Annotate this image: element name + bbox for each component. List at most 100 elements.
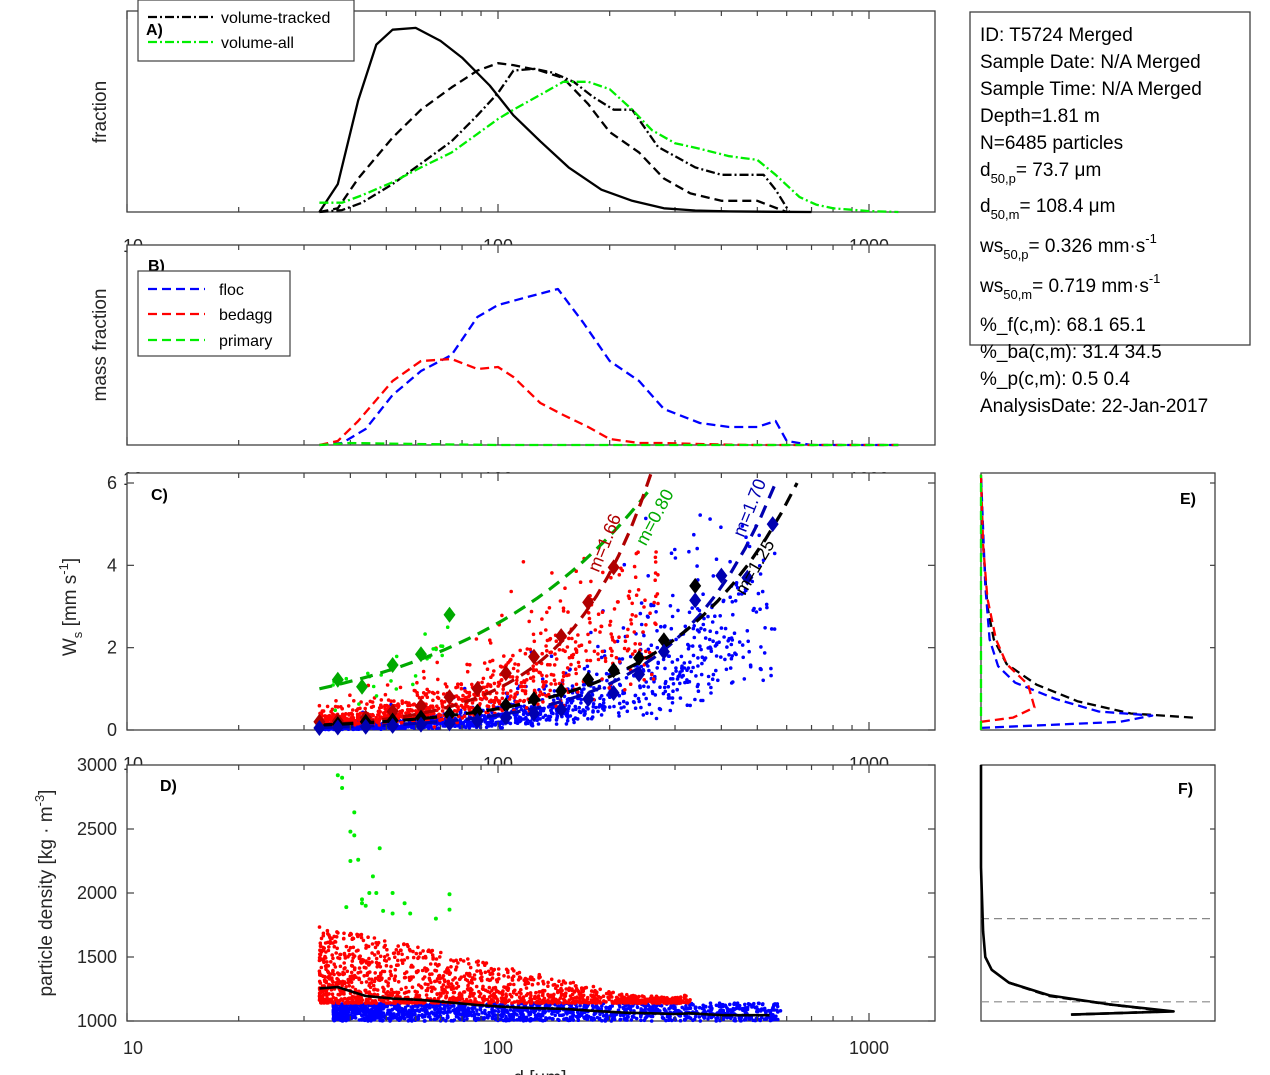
scatter-point-bedagg <box>653 621 657 625</box>
scatter-point-floc <box>678 1018 683 1023</box>
scatter-point-bedagg <box>518 648 522 653</box>
scatter-point-bedagg <box>529 609 534 614</box>
scatter-point-bedagg <box>352 699 356 703</box>
scatter-point-floc <box>482 714 487 719</box>
scatter-point-bedagg <box>555 990 560 995</box>
scatter-point-bedagg <box>533 994 537 999</box>
scatter-point-floc <box>580 690 584 695</box>
median-marker-all <box>499 697 512 714</box>
scatter-point-bedagg <box>627 589 632 594</box>
scatter-point-floc <box>649 711 654 716</box>
scatter-point-floc <box>433 1013 437 1018</box>
scatter-point-bedagg <box>350 998 355 1002</box>
scatter-point-floc <box>639 1018 643 1023</box>
scatter-point-floc <box>457 1009 461 1013</box>
scatter-point-bedagg <box>593 996 598 1001</box>
scatter-point-bedagg <box>474 637 479 641</box>
scatter-point-floc <box>591 702 596 706</box>
scatter-point-bedagg <box>364 946 368 950</box>
scatter-point-floc <box>690 644 695 648</box>
scatter-point-floc <box>695 564 699 568</box>
scatter-point-floc <box>730 1009 734 1014</box>
scatter-point-floc <box>367 1008 372 1013</box>
scatter-point-bedagg <box>511 666 516 671</box>
scatter-point-bedagg <box>552 678 557 682</box>
scatter-point-primary <box>445 625 450 629</box>
scatter-point-floc <box>582 687 586 691</box>
scatter-point-bedagg <box>458 957 463 962</box>
scatter-point-floc <box>668 696 672 700</box>
series-primary <box>319 441 899 447</box>
scatter-point-bedagg <box>532 639 537 644</box>
scatter-point-floc <box>688 703 692 708</box>
scatter-point-floc <box>628 1008 633 1012</box>
scatter-point-floc <box>444 1010 448 1015</box>
scatter-point-floc <box>600 1018 604 1023</box>
scatter-point-bedagg <box>603 659 608 664</box>
scatter-point-bedagg <box>462 714 467 718</box>
scatter-point-bedagg <box>335 946 340 951</box>
scatter-point-floc <box>398 1010 403 1014</box>
scatter-point-floc <box>633 706 638 710</box>
fit-line-primary-fit <box>319 485 654 691</box>
median-marker-bedagg <box>607 559 620 576</box>
scatter-point-bedagg <box>325 704 330 709</box>
scatter-point-floc <box>548 715 552 719</box>
scatter-point-floc <box>514 706 519 711</box>
scatter-point-primary <box>440 653 445 658</box>
scatter-point-floc <box>719 626 724 630</box>
scatter-point-bedagg <box>502 974 506 978</box>
scatter-point-floc <box>646 615 650 619</box>
scatter-point-primary <box>394 687 399 691</box>
scatter-point-primary <box>333 708 338 712</box>
scatter-point-floc <box>644 696 648 701</box>
scatter-point-bedagg <box>351 977 356 981</box>
scatter-point-bedagg <box>431 698 435 703</box>
scatter-point-floc <box>379 1015 384 1020</box>
scatter-point-bedagg <box>488 978 493 982</box>
scatter-point-bedagg <box>481 1001 485 1005</box>
scatter-point-bedagg <box>507 697 512 701</box>
scatter-point-floc <box>645 711 649 715</box>
scatter-point-floc <box>528 1012 533 1016</box>
scatter-point-floc <box>696 682 700 687</box>
scatter-point-bedagg <box>327 945 331 949</box>
scatter-point-floc <box>732 631 737 635</box>
scatter-point-bedagg <box>387 957 391 961</box>
scatter-point-primary <box>413 674 418 678</box>
scatter-point-floc <box>564 1010 568 1015</box>
scatter-point-floc <box>583 712 587 716</box>
scatter-point-bedagg <box>499 678 503 683</box>
scatter-point-floc <box>483 1011 488 1016</box>
scatter-point-bedagg <box>509 589 513 594</box>
scatter-point-bedagg <box>428 962 433 966</box>
scatter-point-bedagg <box>550 571 554 575</box>
scatter-point-floc <box>388 1019 392 1023</box>
scatter-point-floc <box>674 637 678 642</box>
scatter-point-floc <box>575 1010 580 1015</box>
scatter-point-floc <box>709 1010 713 1014</box>
scatter-point-floc <box>714 668 718 673</box>
scatter-point-floc <box>496 1009 501 1014</box>
scatter-point-bedagg <box>540 692 545 697</box>
scatter-point-bedagg <box>587 640 592 644</box>
y-tick-label: 4 <box>107 555 117 575</box>
scatter-point-floc <box>617 701 622 706</box>
panel-a-series <box>318 26 899 214</box>
scatter-point-floc <box>619 706 623 710</box>
scatter-point-floc <box>528 1017 533 1021</box>
scatter-point-floc <box>740 592 744 596</box>
scatter-point-bedagg <box>466 983 470 988</box>
scatter-point-floc <box>769 627 774 631</box>
scatter-point-floc <box>700 655 705 659</box>
scatter-point-floc <box>624 676 629 680</box>
scatter-point-bedagg <box>440 709 445 713</box>
scatter-point-floc <box>734 583 739 587</box>
scatter-point-floc <box>355 1011 360 1016</box>
scatter-point-bedagg <box>488 990 492 995</box>
scatter-point-floc <box>718 1008 722 1013</box>
scatter-point-floc <box>747 649 751 654</box>
scatter-point-bedagg <box>388 969 393 974</box>
scatter-point-bedagg <box>400 961 405 965</box>
scatter-point-bedagg <box>532 688 537 693</box>
